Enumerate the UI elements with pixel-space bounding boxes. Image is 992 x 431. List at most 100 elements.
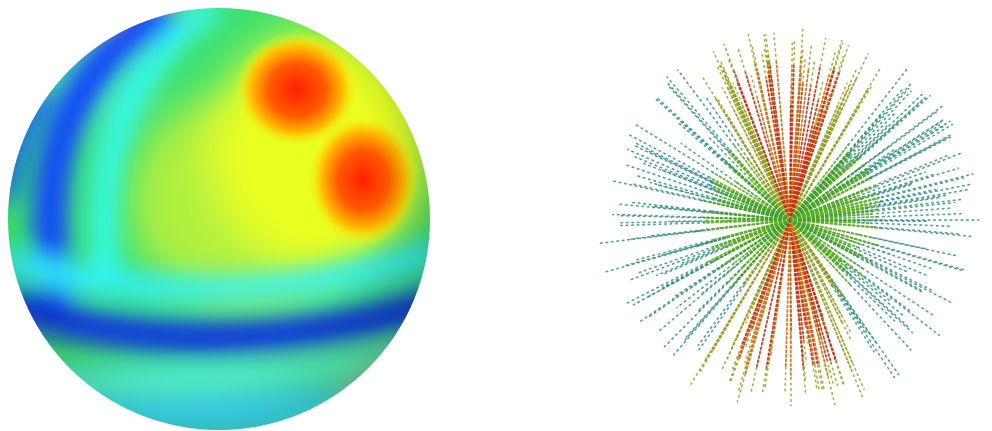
point-ray — [789, 84, 812, 221]
point-ray — [833, 39, 843, 69]
point-ray — [880, 182, 975, 203]
point-ray — [845, 68, 858, 93]
point-ray — [817, 78, 825, 101]
point-ray — [736, 81, 791, 221]
point-ray — [830, 362, 840, 389]
point-ray — [789, 193, 876, 221]
point-ray — [750, 75, 758, 99]
point-ray — [863, 276, 940, 336]
point-ray — [852, 363, 865, 391]
point-ray — [719, 59, 732, 85]
point-ray — [870, 123, 954, 174]
point-ray — [630, 182, 712, 203]
point-ray — [756, 96, 791, 221]
point-ray — [627, 148, 710, 186]
point-ray — [663, 282, 729, 348]
point-ray — [741, 103, 791, 221]
point-ray — [707, 136, 751, 180]
point-ray — [735, 219, 791, 339]
point-ray — [744, 71, 791, 221]
point-ray — [841, 297, 896, 379]
point-ray — [755, 219, 791, 369]
point-ray — [863, 110, 939, 167]
point-ray — [863, 188, 940, 206]
point-ray — [763, 34, 769, 64]
point-ray — [715, 96, 729, 117]
point-ray — [789, 103, 840, 221]
point-ray — [823, 91, 831, 113]
point-ray — [744, 339, 753, 363]
point-ray — [831, 285, 875, 353]
point-ray — [859, 95, 931, 159]
point-ray — [629, 249, 711, 281]
point-ray — [789, 165, 838, 221]
point-ray — [719, 62, 732, 88]
point-ray — [865, 125, 944, 175]
point-ray — [862, 172, 938, 198]
point-ray — [750, 42, 759, 71]
point-ray — [765, 77, 791, 221]
point-ray — [874, 244, 962, 272]
point-ray — [816, 364, 824, 393]
point-ray — [680, 142, 737, 183]
point-ray — [837, 82, 848, 105]
point-ray — [848, 245, 910, 274]
point-ray — [789, 219, 817, 327]
point-ray — [877, 188, 969, 206]
point-ray — [679, 241, 736, 265]
point-ray — [723, 158, 791, 221]
point-ray — [827, 375, 836, 406]
point-ray — [732, 82, 743, 105]
point-ray — [818, 364, 826, 392]
point-ray — [657, 275, 725, 333]
point-ray — [876, 212, 965, 218]
point-ray — [875, 151, 965, 187]
point-ray — [850, 369, 864, 398]
point-ray — [764, 34, 771, 64]
point-ray — [849, 90, 912, 157]
point-ray — [845, 266, 904, 317]
point-ray — [723, 43, 735, 72]
point-ray — [721, 212, 791, 221]
point-ray — [861, 267, 936, 318]
point-ray — [697, 350, 714, 376]
point-ray — [657, 98, 725, 161]
point-ray — [598, 230, 696, 245]
point-ray — [789, 68, 810, 221]
point-ray — [872, 237, 957, 257]
point-ray — [709, 219, 791, 251]
point-ray — [860, 254, 933, 291]
point-ray — [733, 144, 791, 221]
point-ray — [835, 53, 845, 80]
point-ray — [841, 149, 895, 186]
point-ray — [638, 270, 716, 323]
point-ray — [824, 271, 862, 325]
point-ray — [802, 368, 807, 396]
point-ray — [789, 219, 853, 268]
point-ray — [704, 216, 791, 221]
point-ray — [736, 45, 747, 74]
point-ray — [769, 335, 775, 358]
point-ray — [856, 255, 926, 295]
point-ray — [761, 367, 768, 396]
point-ray — [867, 136, 948, 180]
point-ray — [809, 61, 816, 87]
point-ray — [870, 260, 953, 304]
point-ray — [726, 337, 738, 360]
point-ray — [789, 171, 873, 221]
point-ray — [841, 269, 896, 322]
point-ray — [661, 236, 727, 256]
point-ray — [873, 226, 960, 235]
point-ray — [764, 362, 770, 390]
point-ray — [850, 182, 915, 203]
point-ray — [870, 133, 953, 178]
point-ray — [789, 219, 843, 317]
point-ray — [657, 184, 725, 204]
point-ray — [667, 219, 731, 223]
point-ray — [840, 260, 893, 304]
point-ray — [723, 201, 791, 221]
point-ray — [697, 284, 745, 352]
point-ray — [775, 60, 791, 221]
point-ray — [850, 275, 913, 334]
point-ray — [627, 133, 710, 178]
